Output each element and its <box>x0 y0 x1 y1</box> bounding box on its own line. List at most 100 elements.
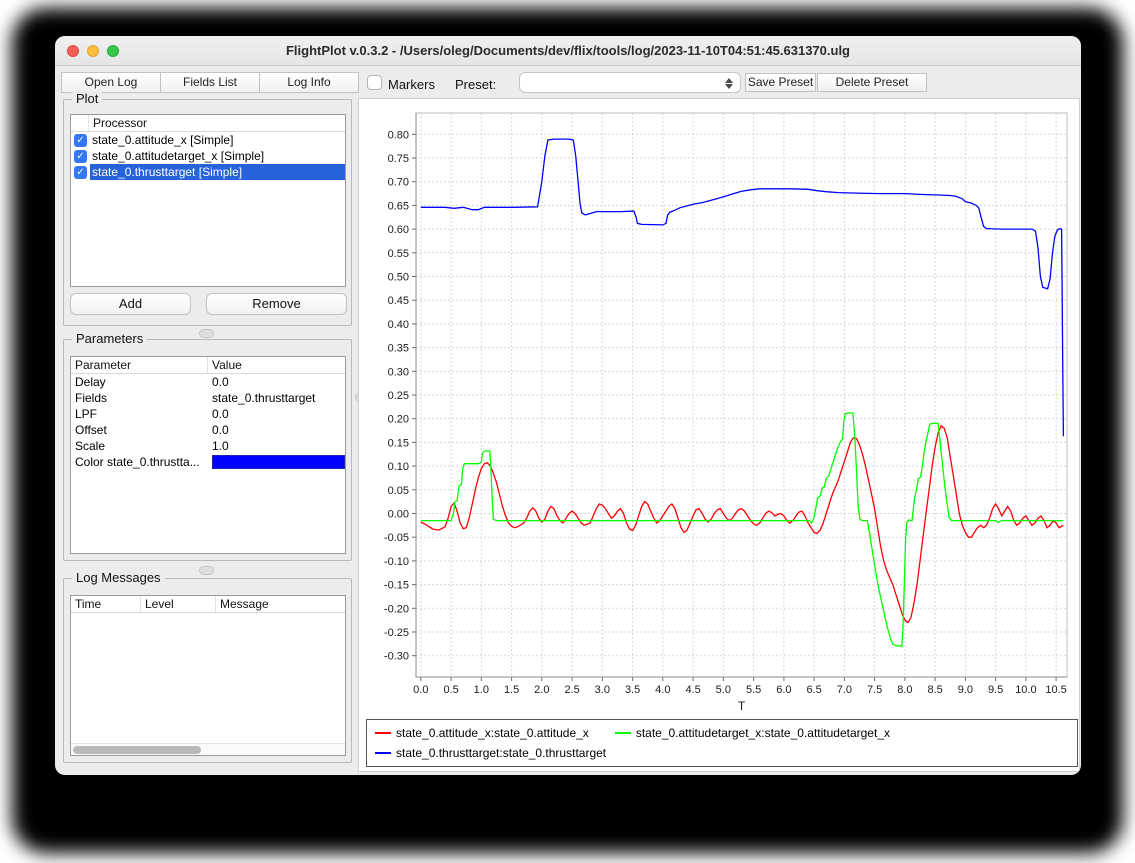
processor-list-item[interactable]: ✓state_0.thrusttarget [Simple] <box>71 164 345 180</box>
legend-line-icon <box>375 752 391 754</box>
parameter-name: Delay <box>71 374 208 390</box>
legend-line-icon <box>375 732 391 734</box>
preset-label: Preset: <box>455 77 496 92</box>
parameter-row[interactable]: Fieldsstate_0.thrusttarget <box>71 390 345 406</box>
svg-text:0.00: 0.00 <box>388 509 409 521</box>
svg-text:5.5: 5.5 <box>746 684 761 696</box>
parameters-table[interactable]: Parameter Value Delay0.0Fieldsstate_0.th… <box>70 356 346 554</box>
splitter-grip-bottom[interactable] <box>199 566 214 575</box>
svg-text:9.5: 9.5 <box>988 684 1003 696</box>
svg-text:8.5: 8.5 <box>927 684 942 696</box>
markers-checkbox[interactable] <box>367 75 382 90</box>
fields-list-button[interactable]: Fields List <box>160 72 260 93</box>
parameter-column-header[interactable]: Parameter <box>71 357 208 373</box>
svg-text:4.5: 4.5 <box>685 684 700 696</box>
svg-text:0.60: 0.60 <box>388 224 409 236</box>
processor-list[interactable]: Processor ✓state_0.attitude_x [Simple]✓s… <box>70 114 346 287</box>
svg-text:0.15: 0.15 <box>388 437 409 449</box>
svg-text:0.25: 0.25 <box>388 390 409 402</box>
processor-list-item[interactable]: ✓state_0.attitude_x [Simple] <box>71 132 345 148</box>
log-scrollbar-thumb[interactable] <box>73 746 201 754</box>
chart-legend: state_0.attitude_x:state_0.attitude_xsta… <box>366 719 1078 767</box>
item-label: state_0.thrusttarget [Simple] <box>90 164 345 180</box>
chart-panel: 0.00.51.01.52.02.53.03.54.04.55.05.56.06… <box>358 98 1080 772</box>
svg-text:8.0: 8.0 <box>897 684 912 696</box>
titlebar[interactable]: FlightPlot v.0.3.2 - /Users/oleg/Documen… <box>55 36 1081 66</box>
svg-text:-0.05: -0.05 <box>384 532 409 544</box>
legend-label: state_0.thrusttarget:state_0.thrusttarge… <box>396 746 606 760</box>
svg-text:6.5: 6.5 <box>806 684 821 696</box>
app-window: FlightPlot v.0.3.2 - /Users/oleg/Documen… <box>55 36 1081 775</box>
log-horizontal-scrollbar[interactable] <box>71 743 345 755</box>
splitter-grip-top[interactable] <box>199 329 214 338</box>
color-swatch[interactable] <box>212 455 345 469</box>
preset-combobox[interactable] <box>519 72 741 93</box>
svg-text:0.45: 0.45 <box>388 295 409 307</box>
svg-text:0.80: 0.80 <box>388 129 409 141</box>
svg-text:0.50: 0.50 <box>388 272 409 284</box>
legend-item: state_0.attitude_x:state_0.attitude_x <box>375 724 589 742</box>
svg-text:2.5: 2.5 <box>564 684 579 696</box>
svg-text:3.5: 3.5 <box>625 684 640 696</box>
remove-button[interactable]: Remove <box>206 293 347 315</box>
svg-text:0.40: 0.40 <box>388 319 409 331</box>
svg-text:0.0: 0.0 <box>413 684 428 696</box>
processor-list-header[interactable]: Processor <box>71 115 345 132</box>
parameter-value[interactable]: state_0.thrusttarget <box>208 390 345 406</box>
parameter-row[interactable]: Scale1.0 <box>71 438 345 454</box>
processor-list-item[interactable]: ✓state_0.attitudetarget_x [Simple] <box>71 148 345 164</box>
svg-text:10.5: 10.5 <box>1045 684 1066 696</box>
parameter-value[interactable]: 0.0 <box>208 406 345 422</box>
parameter-value[interactable]: 1.0 <box>208 438 345 454</box>
svg-text:6.0: 6.0 <box>776 684 791 696</box>
svg-text:7.5: 7.5 <box>867 684 882 696</box>
save-preset-button[interactable]: Save Preset <box>745 73 816 92</box>
svg-text:-0.10: -0.10 <box>384 556 409 568</box>
combobox-stepper-icon <box>723 75 735 91</box>
svg-text:-0.20: -0.20 <box>384 603 409 615</box>
svg-text:-0.30: -0.30 <box>384 651 409 663</box>
parameter-name: LPF <box>71 406 208 422</box>
time-column-header[interactable]: Time <box>71 596 141 612</box>
item-checkbox[interactable]: ✓ <box>74 134 87 147</box>
log-info-button[interactable]: Log Info <box>259 72 359 93</box>
item-checkbox[interactable]: ✓ <box>74 150 87 163</box>
svg-text:0.30: 0.30 <box>388 366 409 378</box>
svg-text:0.05: 0.05 <box>388 485 409 497</box>
flight-plot-chart[interactable]: 0.00.51.01.52.02.53.03.54.04.55.05.56.06… <box>359 99 1079 715</box>
parameter-name: Fields <box>71 390 208 406</box>
svg-text:1.0: 1.0 <box>474 684 489 696</box>
log-messages-table[interactable]: Time Level Message <box>70 595 346 756</box>
level-column-header[interactable]: Level <box>141 596 216 612</box>
delete-preset-button[interactable]: Delete Preset <box>817 73 927 92</box>
svg-text:9.0: 9.0 <box>958 684 973 696</box>
open-log-button[interactable]: Open Log <box>61 72 161 93</box>
parameters-panel: Parameters Parameter Value Delay0.0Field… <box>63 339 352 561</box>
screenshot-stage: FlightPlot v.0.3.2 - /Users/oleg/Documen… <box>0 0 1135 863</box>
parameter-value[interactable]: 0.0 <box>208 422 345 438</box>
message-column-header[interactable]: Message <box>216 596 345 612</box>
legend-line-icon <box>615 732 631 734</box>
parameter-value[interactable]: 0.0 <box>208 374 345 390</box>
parameter-row[interactable]: Color state_0.thrustta... <box>71 454 345 470</box>
parameter-row[interactable]: Delay0.0 <box>71 374 345 390</box>
processor-column-header[interactable]: Processor <box>88 115 345 131</box>
parameter-value[interactable] <box>208 454 345 470</box>
legend-item: state_0.attitudetarget_x:state_0.attitud… <box>615 724 890 742</box>
log-messages-panel-title: Log Messages <box>72 570 165 585</box>
parameter-row[interactable]: LPF0.0 <box>71 406 345 422</box>
parameters-panel-title: Parameters <box>72 331 147 346</box>
svg-text:0.70: 0.70 <box>388 177 409 189</box>
parameter-row[interactable]: Offset0.0 <box>71 422 345 438</box>
svg-text:0.75: 0.75 <box>388 153 409 165</box>
plot-panel-title: Plot <box>72 91 102 106</box>
item-checkbox[interactable]: ✓ <box>74 166 87 179</box>
parameter-name: Color state_0.thrustta... <box>71 454 208 470</box>
item-label: state_0.attitude_x [Simple] <box>90 132 345 148</box>
add-button[interactable]: Add <box>70 293 191 315</box>
svg-text:0.20: 0.20 <box>388 414 409 426</box>
value-column-header[interactable]: Value <box>208 357 345 373</box>
svg-text:T: T <box>738 699 746 713</box>
parameter-name: Scale <box>71 438 208 454</box>
svg-text:0.10: 0.10 <box>388 461 409 473</box>
